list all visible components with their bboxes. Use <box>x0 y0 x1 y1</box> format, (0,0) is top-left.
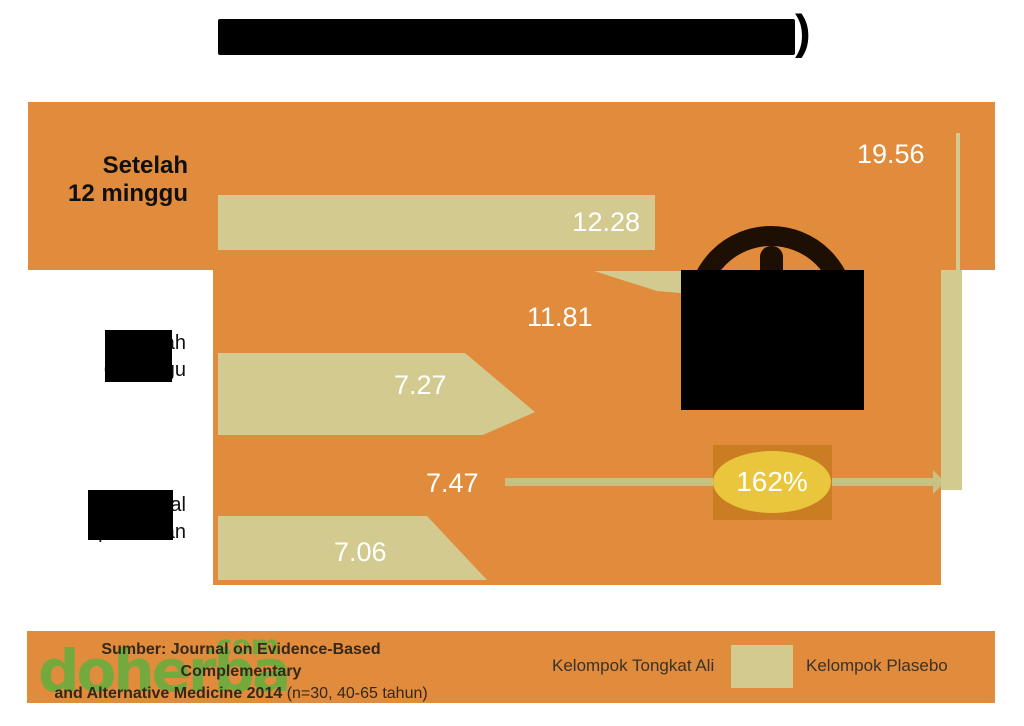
legend-label-plasebo: Kelompok Plasebo <box>806 656 948 675</box>
blackout-box-label-6-weeks <box>105 330 172 382</box>
source-line2-bold: and Alternative Medicine 2014 <box>54 685 283 702</box>
blackout-box-label-initial <box>88 490 173 540</box>
legend-swatch-plasebo <box>731 645 793 688</box>
growth-badge-label: 162% <box>736 466 808 497</box>
value-tongkat-ali-initial: 7.47 <box>426 468 479 498</box>
watermark-logo-suffix: .com <box>206 630 279 661</box>
growth-badge: 162% <box>713 451 831 513</box>
row-label-line1: Setelah <box>102 152 188 179</box>
value-plasebo-6-weeks: 7.27 <box>394 370 447 400</box>
row-label-12-weeks: Setelah 12 minggu <box>40 152 188 208</box>
row-label-line2: 12 minggu <box>67 180 188 207</box>
legend-label-tongkat-ali: Kelompok Tongkat Ali <box>552 656 715 675</box>
value-tongkat-ali-12-weeks: 19.56 <box>857 139 925 169</box>
source-line2: and Alternative Medicine 2014 (n=30, 40-… <box>50 683 432 705</box>
value-plasebo-12-weeks: 12.28 <box>572 207 640 237</box>
bar-plasebo-12-weeks: 12.28 <box>218 195 655 250</box>
source-line2-normal: (n=30, 40-65 tahun) <box>282 685 428 702</box>
source-line1: Sumber: Journal on Evidence-Based Comple… <box>101 641 381 680</box>
value-tongkat-ali-6-weeks: 11.81 <box>527 302 593 332</box>
title-closing-paren: ) <box>795 5 811 58</box>
marker-line-19-56 <box>956 133 960 270</box>
title-redaction-bar <box>218 19 795 55</box>
watermark-logo: doherba <box>38 637 291 705</box>
value-plasebo-initial: 7.06 <box>334 537 387 567</box>
marker-bar-right <box>941 270 962 490</box>
footer-band <box>27 631 995 703</box>
source-citation: Sumber: Journal on Evidence-Based Comple… <box>50 639 432 705</box>
